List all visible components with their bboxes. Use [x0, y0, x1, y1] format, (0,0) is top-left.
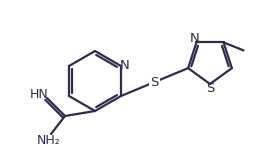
- Text: S: S: [206, 82, 214, 95]
- Text: NH₂: NH₂: [37, 134, 61, 147]
- Text: N: N: [190, 32, 199, 45]
- Text: S: S: [150, 76, 159, 89]
- Text: N: N: [120, 58, 130, 71]
- Text: HN: HN: [30, 88, 48, 101]
